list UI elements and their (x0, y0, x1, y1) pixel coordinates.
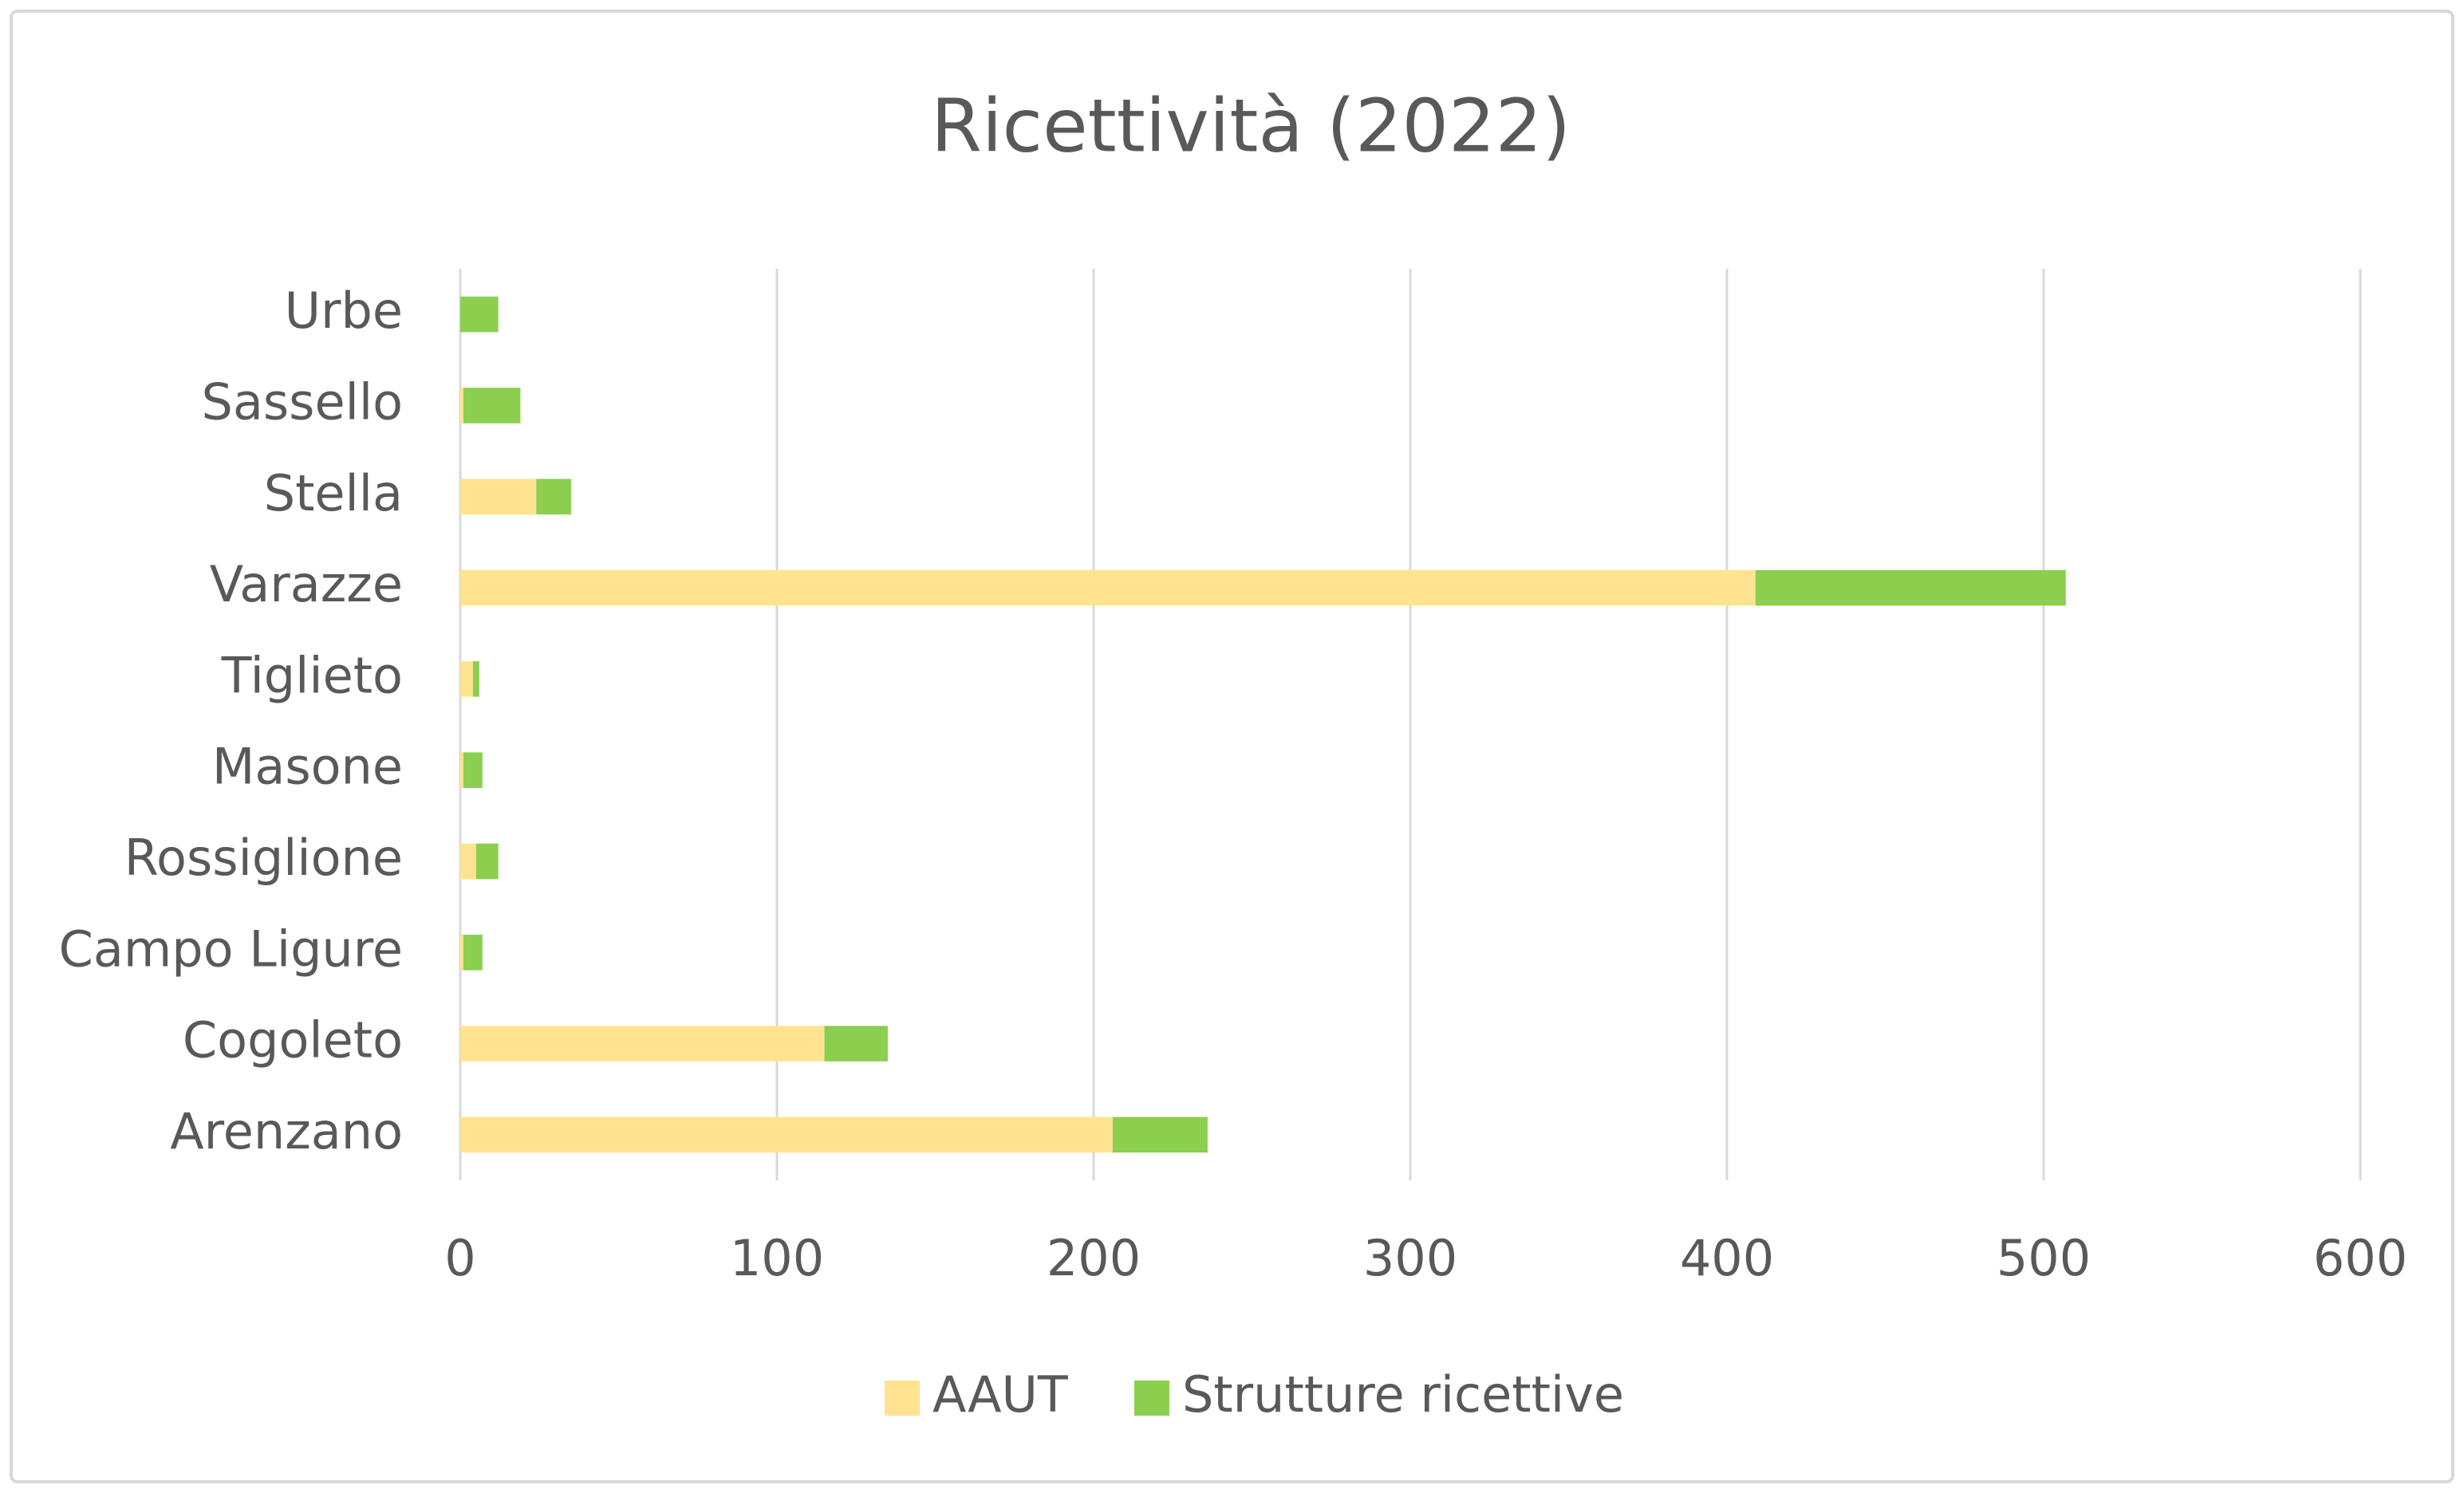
bar-segment (460, 1117, 1113, 1153)
x-tick-label: 400 (1680, 1229, 1774, 1287)
bar-segment (460, 1026, 825, 1062)
bar-segment (460, 479, 537, 515)
x-tick-label: 300 (1363, 1229, 1457, 1287)
legend-swatch (885, 1381, 920, 1416)
bar-segment (1755, 569, 2066, 606)
bar-segment (463, 388, 521, 423)
chart-border (10, 10, 2454, 1483)
y-tick-label: Stella (264, 464, 403, 522)
y-tick-label: Campo Ligure (59, 920, 403, 978)
legend-label: Strutture ricettive (1182, 1365, 1624, 1424)
bar-segment (463, 934, 483, 971)
legend-label: AAUT (932, 1365, 1069, 1424)
y-tick-label: Arenzano (170, 1102, 403, 1160)
bar-segment (460, 569, 1756, 606)
x-tick-label: 0 (444, 1229, 475, 1287)
x-tick-label: 200 (1047, 1229, 1141, 1287)
x-tick-label: 500 (1997, 1229, 2091, 1287)
bar-segment (463, 752, 483, 788)
y-tick-label: Sassello (202, 373, 403, 431)
bar-segment (824, 1026, 888, 1062)
y-tick-label: Cogoleto (183, 1011, 403, 1070)
y-tick-label: Tiglieto (221, 646, 403, 704)
x-tick-label: 100 (730, 1229, 824, 1287)
legend-swatch (1134, 1381, 1169, 1416)
bar-segment (472, 661, 479, 697)
bar-segment (1112, 1117, 1208, 1153)
bar-segment (460, 661, 473, 697)
chart-title: Ricettività (2022) (931, 83, 1571, 168)
bar-segment (460, 843, 476, 880)
y-tick-label: Rossiglione (124, 829, 403, 887)
bar-segment (460, 388, 463, 423)
y-tick-label: Varazze (210, 555, 403, 613)
bar-segment (460, 752, 463, 788)
y-tick-label: Masone (212, 738, 403, 796)
bar-segment (536, 479, 571, 515)
bar-segment (460, 296, 499, 333)
x-tick-label: 600 (2313, 1229, 2407, 1287)
y-tick-label: Urbe (285, 282, 403, 340)
bar-segment (475, 843, 499, 880)
bar-segment (460, 934, 463, 971)
